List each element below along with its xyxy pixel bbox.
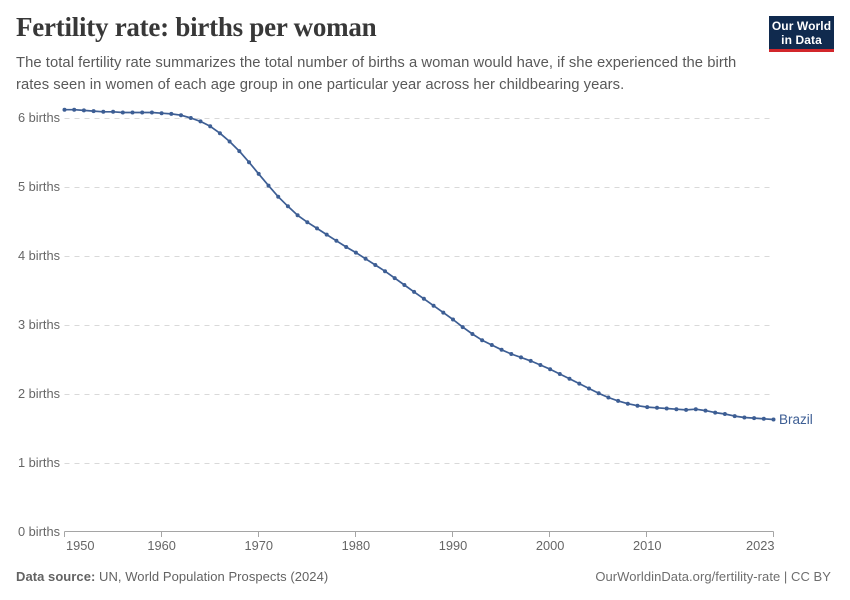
- y-tick-label: 4 births: [18, 248, 60, 263]
- x-tick-label: 1950: [66, 538, 95, 553]
- y-tick-label: 2 births: [18, 386, 60, 401]
- owid-logo-red-bar: [769, 49, 834, 52]
- x-tick-label: 2010: [633, 538, 662, 553]
- x-tick-label: 1960: [147, 538, 176, 553]
- owid-logo-box: Our World in Data: [769, 16, 834, 49]
- x-tick-label: 1970: [244, 538, 273, 553]
- owid-logo[interactable]: Our World in Data: [769, 16, 834, 52]
- subtitle-line-2: rates seen in women of each age group in…: [16, 76, 625, 93]
- data-source-text: UN, World Population Prospects (2024): [95, 569, 329, 584]
- series-label-brazil[interactable]: Brazil: [779, 411, 813, 427]
- y-tick-label: 0 births: [18, 524, 60, 539]
- data-source-label: Data source:: [16, 569, 96, 584]
- y-tick-label: 5 births: [18, 179, 60, 194]
- subtitle-line-1: The total fertility rate summarizes the …: [16, 55, 737, 71]
- owid-logo-line-2: in Data: [781, 32, 822, 47]
- x-tick-label: 2023: [746, 538, 775, 553]
- x-tick-label: 2000: [535, 538, 565, 553]
- x-tick-label: 1980: [341, 538, 371, 553]
- y-tick-label: 3 births: [18, 317, 60, 332]
- y-tick-label: 1 births: [18, 455, 60, 470]
- y-tick-label: 6 births: [18, 110, 60, 125]
- page-title: Fertility rate: births per woman: [16, 12, 377, 42]
- data-source-note: Data source: UN, World Population Prospe…: [16, 569, 328, 584]
- x-tick-label: 1990: [438, 538, 468, 553]
- attribution-link[interactable]: OurWorldinData.org/fertility-rate | CC B…: [595, 569, 831, 584]
- chart-subtitle: The total fertility rate summarizes the …: [16, 53, 736, 96]
- owid-logo-line-1: Our World: [771, 18, 832, 33]
